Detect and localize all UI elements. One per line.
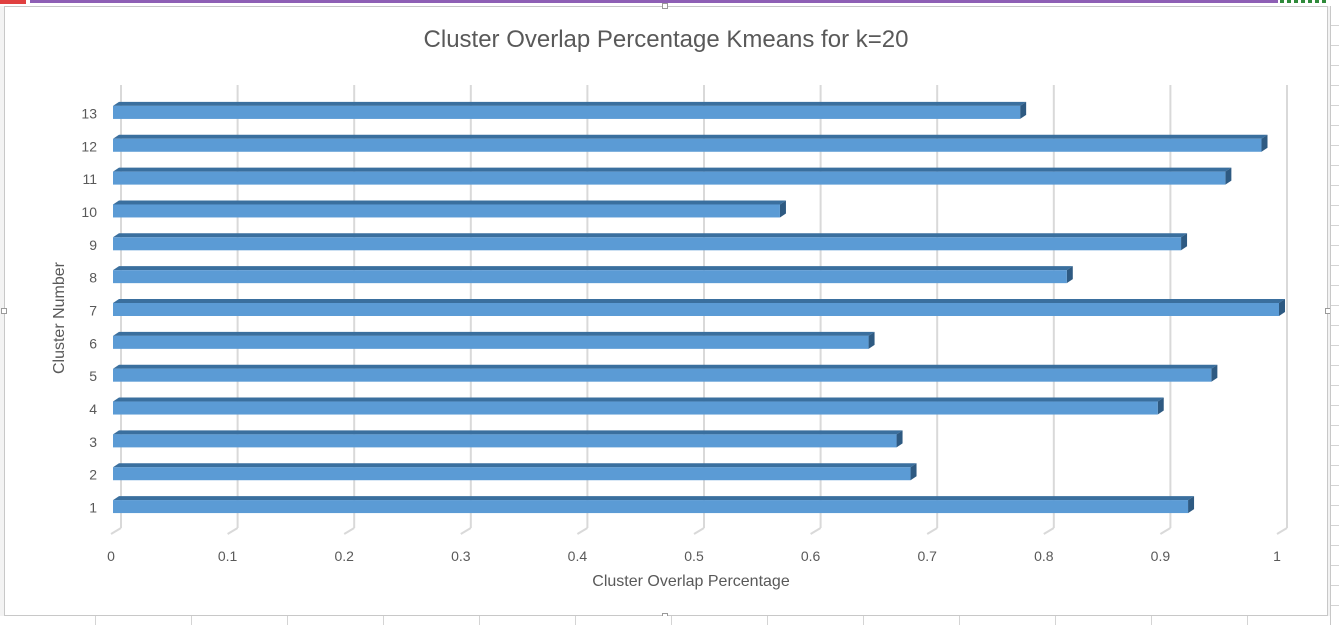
bar-top-face — [113, 364, 1218, 369]
x-tick-label: 0.6 — [801, 548, 821, 564]
bar — [113, 335, 869, 349]
y-tick-label: 7 — [89, 303, 97, 319]
gridline-floor — [576, 527, 588, 535]
x-tick-label: 0.3 — [451, 548, 471, 564]
bar-end-face — [896, 430, 903, 448]
x-axis-title: Cluster Overlap Percentage — [592, 573, 790, 590]
gridline-floor — [693, 527, 705, 535]
bar-end-face — [1188, 496, 1195, 514]
y-tick-label: 2 — [89, 467, 97, 483]
y-tick-label: 5 — [89, 368, 97, 384]
selection-border — [30, 0, 1278, 3]
bar-top-face — [113, 331, 875, 336]
bar-top-face — [113, 167, 1232, 172]
gridline-floor — [460, 527, 472, 535]
bar-top-face — [113, 430, 903, 435]
y-tick-label: 12 — [81, 138, 97, 154]
bar-top-face — [113, 200, 786, 205]
gridline-floor — [810, 527, 822, 535]
bar — [113, 171, 1226, 185]
bar — [113, 303, 1279, 316]
bar-end-face — [1279, 299, 1285, 316]
bar — [113, 401, 1158, 415]
gridline-floor — [1276, 527, 1288, 535]
y-tick-label: 8 — [89, 270, 97, 286]
y-tick-label: 13 — [81, 105, 97, 121]
bar-end-face — [868, 331, 875, 349]
bar-end-face — [1225, 167, 1232, 185]
spreadsheet-top-strip — [0, 0, 1339, 6]
bar — [113, 434, 897, 448]
bar-top-face — [113, 299, 1285, 303]
bar-end-face — [1157, 397, 1164, 415]
axes: 0 0.1 0.2 0.3 0.4 0.5 0.6 0.7 0.8 0.9 112345678910… — [81, 105, 1281, 564]
x-tick-label: 0.7 — [917, 548, 937, 564]
bar-top-face — [113, 101, 1027, 106]
bar — [113, 105, 1021, 119]
gridline-floor — [926, 527, 938, 535]
bar-top-face — [113, 463, 917, 468]
y-tick-label: 1 — [89, 500, 97, 516]
y-tick-label: 4 — [89, 401, 97, 417]
bar-end-face — [1066, 266, 1073, 284]
x-tick-label: 1 — [1273, 548, 1281, 564]
x-tick-label: 0.4 — [568, 548, 588, 564]
sheet-tab-marker — [0, 0, 26, 4]
chart-title: Cluster Overlap Percentage Kmeans for k=… — [424, 26, 909, 53]
chart-area[interactable]: 0 0.1 0.2 0.3 0.4 0.5 0.6 0.7 0.8 0.9 1 1 2 3 4 5 6 7 8 9 10… — [4, 6, 1328, 616]
bar-end-face — [1020, 101, 1027, 119]
x-tick-label: 0 — [107, 548, 115, 564]
gridline-floor — [1043, 527, 1055, 535]
gridline-floor — [343, 527, 355, 535]
bar — [113, 368, 1212, 382]
bar-end-face — [1211, 364, 1218, 382]
x-tick-label: 0.2 — [334, 548, 354, 564]
y-tick-label: 9 — [89, 237, 97, 253]
bar — [113, 138, 1262, 152]
x-tick-label: 0.5 — [684, 548, 704, 564]
bar-end-face — [1261, 134, 1268, 152]
x-tick-label: 0.9 — [1151, 548, 1171, 564]
bar — [113, 270, 1067, 284]
bar — [113, 204, 780, 218]
y-tick-label: 6 — [89, 335, 97, 351]
bar-end-face — [779, 200, 786, 218]
bar-end-face — [1181, 233, 1188, 251]
y-tick-label: 3 — [89, 434, 97, 450]
bar — [113, 500, 1189, 514]
bars — [113, 101, 1285, 514]
bar-chart: 0 0.1 0.2 0.3 0.4 0.5 0.6 0.7 0.8 0.9 112345678910… — [51, 26, 1288, 590]
bar-top-face — [113, 496, 1195, 501]
spreadsheet-cells-bottom — [0, 616, 1330, 625]
bar-top-face — [113, 266, 1073, 271]
resize-handle-top[interactable] — [662, 3, 668, 9]
gridline-floor — [1159, 527, 1171, 535]
bar-end-face — [910, 463, 917, 481]
y-tick-label: 11 — [82, 171, 97, 187]
x-tick-label: 0.1 — [218, 548, 238, 564]
gridline-floor — [227, 527, 239, 535]
bar-top-face — [113, 134, 1268, 139]
bar — [113, 237, 1182, 251]
cell-selection-marquee — [1280, 0, 1328, 3]
resize-handle-left[interactable] — [1, 308, 7, 314]
x-tick-label: 0.8 — [1034, 548, 1054, 564]
bar — [113, 467, 911, 481]
gridline-floor — [110, 527, 122, 535]
y-tick-label: 10 — [81, 204, 97, 220]
y-axis-title: Cluster Number — [51, 261, 68, 374]
bar-top-face — [113, 233, 1188, 238]
bar-top-face — [113, 397, 1164, 402]
spreadsheet-cells-right — [1330, 6, 1339, 625]
